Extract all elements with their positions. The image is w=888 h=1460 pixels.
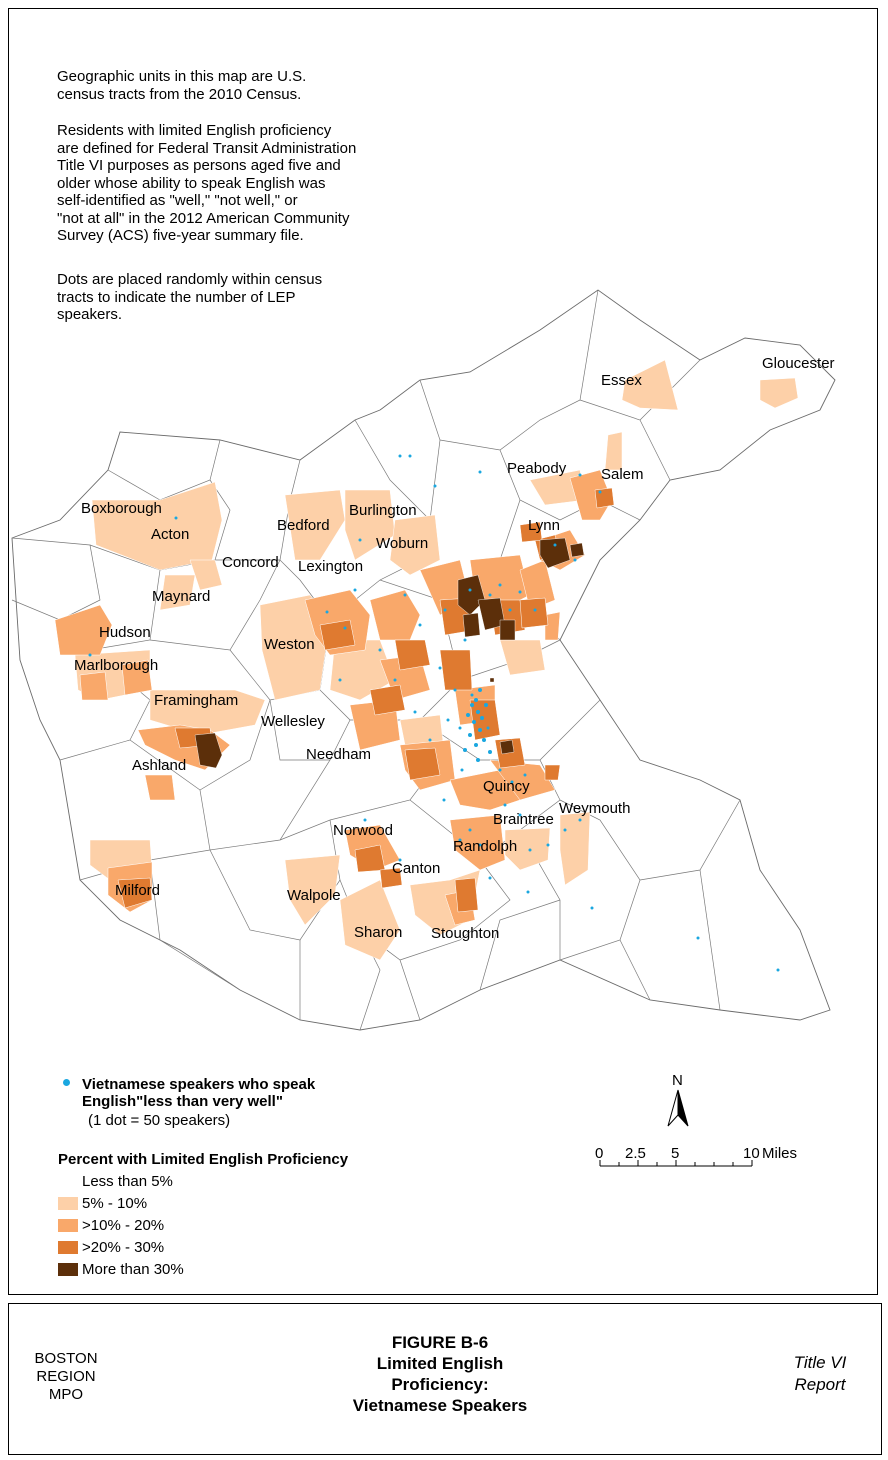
scale-bar bbox=[599, 1160, 753, 1167]
region-map: Gloucester Essex Peabody Salem Boxboroug… bbox=[11, 289, 836, 1167]
legend-swatch bbox=[58, 1174, 78, 1188]
place-label-quincy: Quincy bbox=[483, 778, 530, 795]
place-label-framingham: Framingham bbox=[154, 692, 238, 709]
place-label-needham: Needham bbox=[306, 746, 371, 763]
north-arrow: N bbox=[667, 1072, 689, 1127]
legend-swatch bbox=[58, 1240, 78, 1254]
legend-row-20-30: >20% - 30% bbox=[58, 1238, 164, 1256]
place-label-concord: Concord bbox=[222, 554, 279, 571]
legend-percent-title: Percent with Limited English Proficiency bbox=[58, 1151, 349, 1168]
scale-tick-10: 10 bbox=[743, 1145, 760, 1162]
legend-label: >20% - 30% bbox=[82, 1238, 165, 1256]
legend-label: Less than 5% bbox=[82, 1172, 173, 1190]
place-label-gloucester: Gloucester bbox=[762, 355, 835, 372]
legend-swatch bbox=[58, 1196, 78, 1210]
map-frame bbox=[8, 8, 878, 1295]
scale-tick-0: 0 bbox=[595, 1145, 604, 1162]
legend-row-over-30: More than 30% bbox=[58, 1260, 184, 1278]
place-label-woburn: Woburn bbox=[376, 535, 428, 552]
place-label-ashland: Ashland bbox=[132, 757, 186, 774]
place-label-milford: Milford bbox=[115, 882, 160, 899]
scale-tick-5: 5 bbox=[671, 1145, 680, 1162]
footer-frame bbox=[8, 1303, 882, 1455]
legend-label: 5% - 10% bbox=[82, 1194, 148, 1212]
legend-row-5-10: 5% - 10% bbox=[58, 1194, 147, 1212]
place-label-sharon: Sharon bbox=[354, 924, 402, 941]
place-label-maynard: Maynard bbox=[152, 588, 210, 605]
scale-tick-2-5: 2.5 bbox=[625, 1145, 646, 1162]
legend-row-10-20: >10% - 20% bbox=[58, 1216, 164, 1234]
legend-label: >10% - 20% bbox=[82, 1216, 165, 1234]
legend-swatch bbox=[58, 1218, 78, 1232]
place-label-marlborough: Marlborough bbox=[74, 657, 158, 674]
place-label-peabody: Peabody bbox=[507, 460, 567, 477]
place-label-lynn: Lynn bbox=[528, 517, 560, 534]
place-label-weymouth: Weymouth bbox=[559, 800, 630, 817]
lep-tracts-over-30 bbox=[194, 537, 585, 769]
map-note-dots: Dots are placed randomly within census t… bbox=[57, 271, 323, 323]
legend-label: More than 30% bbox=[82, 1260, 184, 1278]
place-label-stoughton: Stoughton bbox=[431, 925, 499, 942]
legend-swatch bbox=[58, 1262, 78, 1276]
place-label-hudson: Hudson bbox=[99, 624, 151, 641]
map-note-lep-definition: Residents with limited English proficien… bbox=[57, 122, 357, 244]
place-label-burlington: Burlington bbox=[349, 502, 417, 519]
place-label-randolph: Randolph bbox=[453, 838, 517, 855]
north-arrow-label: N bbox=[672, 1072, 683, 1089]
footer-org: BOSTON REGION MPO bbox=[34, 1350, 98, 1403]
place-label-wellesley: Wellesley bbox=[261, 713, 325, 730]
legend-dot-symbol bbox=[63, 1079, 70, 1086]
scale-unit: Miles bbox=[762, 1145, 798, 1162]
place-label-boxborough: Boxborough bbox=[81, 500, 162, 517]
place-label-canton: Canton bbox=[392, 860, 440, 877]
legend-row-less-than-5: Less than 5% bbox=[58, 1172, 173, 1190]
vietnamese-speaker-dots bbox=[88, 454, 780, 972]
figure-title: FIGURE B-6 Limited English Proficiency: … bbox=[352, 1333, 528, 1415]
legend-dot-note: (1 dot = 50 speakers) bbox=[88, 1112, 231, 1129]
place-label-weston: Weston bbox=[264, 636, 315, 653]
legend-dot-title: Vietnamese speakers who speak English"le… bbox=[82, 1076, 316, 1110]
place-label-walpole: Walpole bbox=[287, 887, 341, 904]
place-labels: Gloucester Essex Peabody Salem Boxboroug… bbox=[74, 355, 835, 942]
place-label-acton: Acton bbox=[151, 526, 189, 543]
place-label-essex: Essex bbox=[601, 372, 642, 389]
place-label-braintree: Braintree bbox=[493, 811, 554, 828]
map-note-census-tracts: Geographic units in this map are U.S. ce… bbox=[57, 68, 307, 103]
place-label-lexington: Lexington bbox=[298, 558, 363, 575]
place-label-bedford: Bedford bbox=[277, 517, 330, 534]
place-label-salem: Salem bbox=[601, 466, 644, 483]
place-label-norwood: Norwood bbox=[333, 822, 393, 839]
footer-report: Title VI Report bbox=[793, 1353, 847, 1394]
